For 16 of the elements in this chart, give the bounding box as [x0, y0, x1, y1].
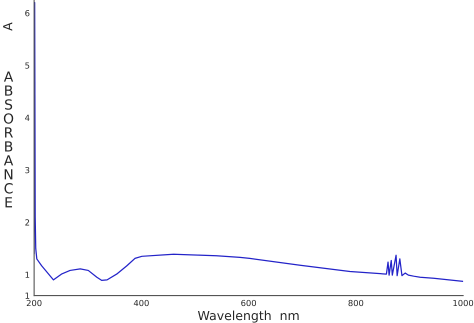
y-tick-label: 3	[25, 166, 30, 174]
x-tick-label: 400	[134, 300, 149, 306]
text: ABSORBANCE	[4, 71, 14, 208]
x-tick-label: 1000	[453, 300, 474, 306]
y-tick-label: 6	[25, 10, 30, 16]
x-axis-title: Wavelength nm	[198, 310, 299, 323]
y-tick-label: 1	[26, 292, 30, 299]
y-tick-label: 2	[25, 219, 30, 226]
y-tick-label: 4	[25, 114, 30, 121]
y-axis-title: A	[3, 22, 12, 31]
x-tick-label: 800	[348, 300, 364, 306]
y-tick-label: 1	[26, 272, 30, 278]
x-tick-label: 200	[26, 300, 42, 306]
line-series	[34, 2, 464, 282]
y-tick-label: 5	[25, 62, 30, 69]
x-tick-label: 600	[241, 300, 256, 306]
